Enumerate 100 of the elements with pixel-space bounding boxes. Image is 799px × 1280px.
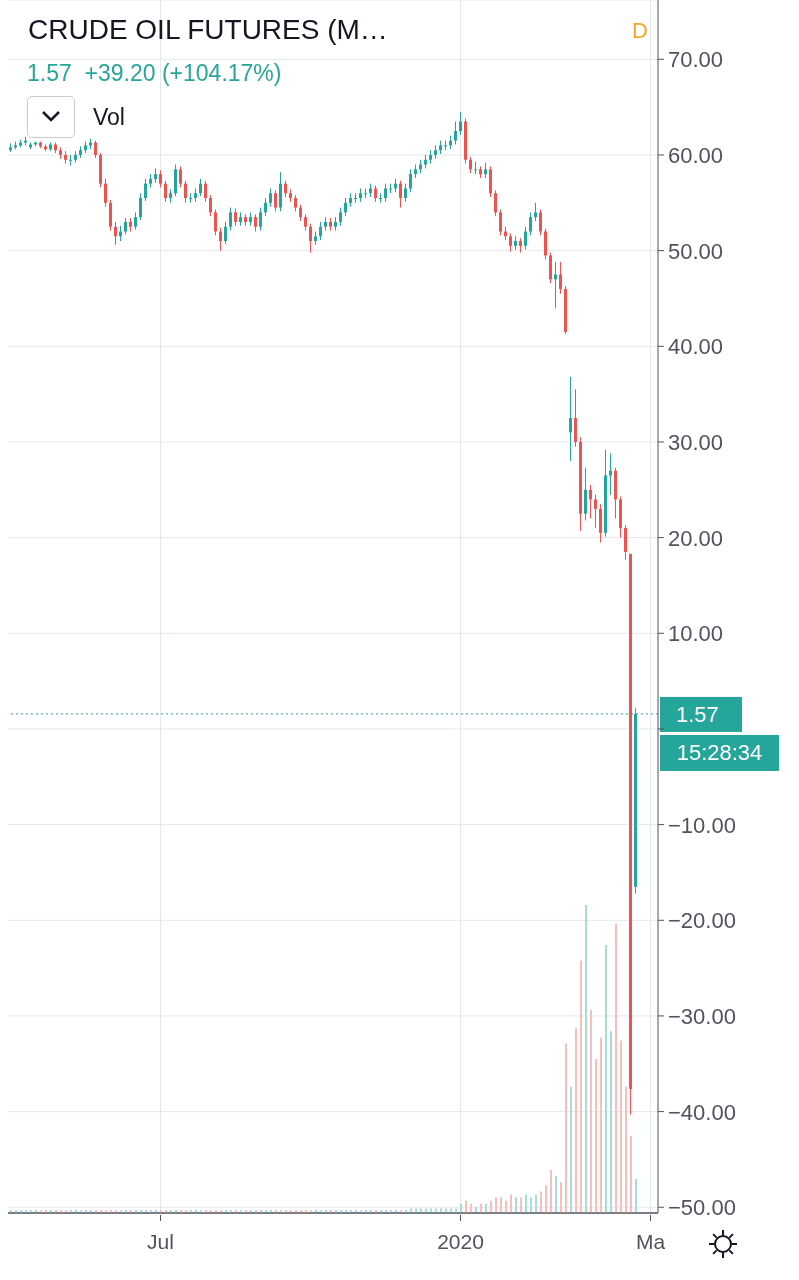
y-tick-label: 10.00 xyxy=(668,621,724,647)
candlestick xyxy=(409,168,412,193)
candlestick xyxy=(279,171,282,212)
bar xyxy=(525,1194,527,1213)
candlestick xyxy=(399,180,402,209)
bar xyxy=(620,1040,622,1213)
candlestick xyxy=(339,207,342,227)
candlestick xyxy=(459,111,462,136)
candlestick xyxy=(569,376,572,462)
candlestick xyxy=(164,180,167,203)
y-tick-label: 70.00 xyxy=(668,47,724,73)
bar xyxy=(570,1086,572,1213)
y-tick-label: −10.00 xyxy=(668,812,736,838)
y-tick-label: −50.00 xyxy=(668,1195,736,1221)
y-tick-label: 30.00 xyxy=(668,429,724,455)
candlestick xyxy=(344,197,347,217)
bar xyxy=(555,1176,557,1213)
candlestick xyxy=(544,228,547,260)
candlestick xyxy=(529,211,532,236)
bar xyxy=(560,1182,562,1213)
candlestick xyxy=(184,180,187,204)
y-tick-label: −30.00 xyxy=(668,1003,736,1029)
candlestick xyxy=(499,209,502,236)
x-tick-label: 2020 xyxy=(437,1230,484,1253)
bar xyxy=(535,1194,537,1213)
candlestick xyxy=(489,165,492,198)
text: 15:28:34 xyxy=(660,735,779,771)
annotation: D xyxy=(632,18,648,44)
y-tick-label: 40.00 xyxy=(668,334,724,360)
candlestick xyxy=(259,207,262,232)
bar xyxy=(495,1197,497,1213)
text: 1.57 +39.20 (+104.17%) xyxy=(27,60,282,87)
y-tick-label: −40.00 xyxy=(668,1099,736,1125)
bar xyxy=(530,1197,532,1213)
y-tick-label: −20.00 xyxy=(668,908,736,934)
candlestick xyxy=(109,199,112,232)
candlestick xyxy=(269,187,272,208)
bar xyxy=(610,1031,612,1213)
bar xyxy=(595,1059,597,1213)
y-tick-label: 20.00 xyxy=(668,525,724,551)
candlestick xyxy=(214,209,217,236)
bar xyxy=(575,1028,577,1213)
candlestick xyxy=(144,178,147,202)
candlestick xyxy=(559,261,562,295)
candlestick xyxy=(534,202,537,222)
candlestick xyxy=(524,226,527,251)
candlestick xyxy=(589,484,592,519)
bar xyxy=(630,1136,632,1213)
candlestick xyxy=(204,180,207,203)
candlestick xyxy=(209,194,212,217)
candlestick xyxy=(624,524,627,561)
candlestick xyxy=(139,192,142,221)
bar xyxy=(550,1169,552,1213)
candlestick xyxy=(509,232,512,253)
candlestick xyxy=(219,227,222,252)
candlestick xyxy=(539,209,542,236)
candlestick xyxy=(319,221,322,241)
bar xyxy=(625,1086,627,1213)
candlestick xyxy=(264,197,267,217)
candlestick xyxy=(354,192,357,204)
y-tick-label: 60.00 xyxy=(668,142,724,168)
bar xyxy=(585,905,587,1213)
bar xyxy=(580,960,582,1213)
candlestick xyxy=(309,223,312,254)
text: CRUDE OIL FUTURES (M… xyxy=(28,14,388,46)
candlestick xyxy=(229,207,232,232)
candlestick xyxy=(549,252,552,284)
bar xyxy=(540,1191,542,1213)
candlestick xyxy=(594,494,597,529)
x-tick-label: Ma xyxy=(635,1230,666,1253)
candlestick xyxy=(364,187,367,199)
bar xyxy=(500,1197,502,1213)
candlestick xyxy=(384,183,387,203)
candlestick xyxy=(379,192,382,204)
bar xyxy=(635,1179,637,1213)
bar xyxy=(615,923,617,1213)
candlestick xyxy=(574,388,577,448)
bar xyxy=(565,1043,567,1213)
candlestick xyxy=(584,467,587,521)
bar xyxy=(545,1185,547,1213)
candlestick xyxy=(494,189,497,217)
ref-line-label: 1.57 xyxy=(676,701,719,727)
bar xyxy=(510,1194,512,1213)
bar xyxy=(605,945,607,1213)
candlestick xyxy=(599,503,602,543)
y-tick-label: 50.00 xyxy=(668,238,724,264)
candlestick xyxy=(404,183,407,203)
candlestick xyxy=(114,221,117,246)
candlestick xyxy=(174,164,177,197)
candlestick xyxy=(454,120,457,145)
candlestick xyxy=(224,221,227,245)
bar xyxy=(600,1037,602,1213)
candlestick xyxy=(274,189,277,212)
candlestick xyxy=(179,165,182,188)
candlestick xyxy=(104,178,107,208)
bar xyxy=(520,1197,522,1213)
bar xyxy=(590,1009,592,1213)
candlestick xyxy=(189,192,192,204)
chart-title: Vol xyxy=(93,104,125,131)
bar xyxy=(515,1197,517,1213)
